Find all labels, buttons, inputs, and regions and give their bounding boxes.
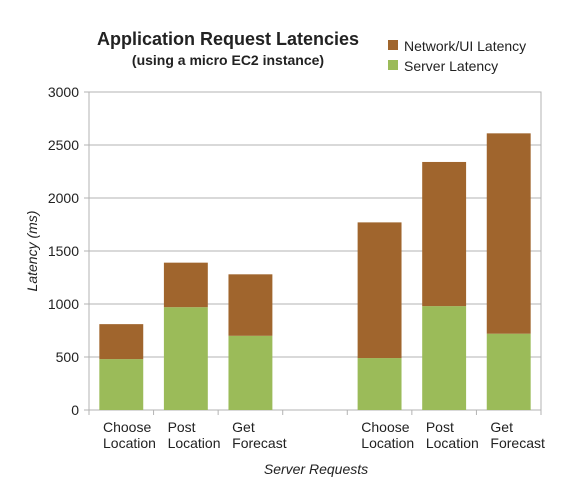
y-axis-title: Latency (ms) bbox=[24, 211, 40, 292]
legend-label: Network/UI Latency bbox=[404, 38, 526, 54]
chart-title: Application Request Latencies bbox=[97, 29, 359, 49]
y-tick-label: 1000 bbox=[48, 296, 79, 312]
x-category-label: Location bbox=[103, 435, 156, 451]
bar-segment bbox=[163, 307, 208, 410]
x-category-label: Get bbox=[490, 419, 513, 435]
bar-segment bbox=[486, 333, 531, 410]
bar-segment bbox=[486, 133, 531, 334]
x-axis-title: Server Requests bbox=[264, 461, 368, 477]
bar-segment bbox=[163, 262, 208, 308]
legend: Network/UI Latency Server Latency bbox=[388, 38, 526, 74]
bar-segment bbox=[99, 324, 144, 360]
bar-segment bbox=[422, 161, 467, 307]
y-tick-label: 500 bbox=[56, 349, 80, 365]
x-axis-categories: ChooseLocationPostLocationGetForecastCho… bbox=[88, 410, 545, 451]
bar-segment bbox=[357, 222, 402, 359]
y-tick-label: 1500 bbox=[48, 243, 79, 259]
x-category-label: Post bbox=[168, 419, 196, 435]
legend-swatch bbox=[388, 40, 398, 50]
x-category-label: Location bbox=[361, 435, 414, 451]
x-category-label: Get bbox=[232, 419, 255, 435]
gridlines bbox=[88, 91, 542, 411]
bar-segment bbox=[228, 335, 273, 410]
x-category-label: Choose bbox=[361, 419, 409, 435]
y-tick-label: 2000 bbox=[48, 190, 79, 206]
bar-segment bbox=[357, 358, 402, 410]
bar-segment bbox=[99, 359, 144, 410]
chart-subtitle: (using a micro EC2 instance) bbox=[132, 52, 324, 68]
x-category-label: Forecast bbox=[232, 435, 287, 451]
legend-swatch bbox=[388, 60, 398, 70]
legend-label: Server Latency bbox=[404, 58, 498, 74]
bar-segment bbox=[422, 306, 467, 410]
bar-segment bbox=[228, 274, 273, 336]
y-tick-label: 3000 bbox=[48, 84, 79, 100]
x-category-label: Post bbox=[426, 419, 454, 435]
x-category-label: Forecast bbox=[490, 435, 545, 451]
y-tick-label: 2500 bbox=[48, 137, 79, 153]
y-tick-label: 0 bbox=[71, 402, 79, 418]
x-category-label: Choose bbox=[103, 419, 151, 435]
y-axis-ticks: 0 500 1000 1500 2000 2500 3000 bbox=[48, 84, 89, 418]
bars bbox=[99, 133, 531, 410]
x-category-label: Location bbox=[426, 435, 479, 451]
x-category-label: Location bbox=[168, 435, 221, 451]
